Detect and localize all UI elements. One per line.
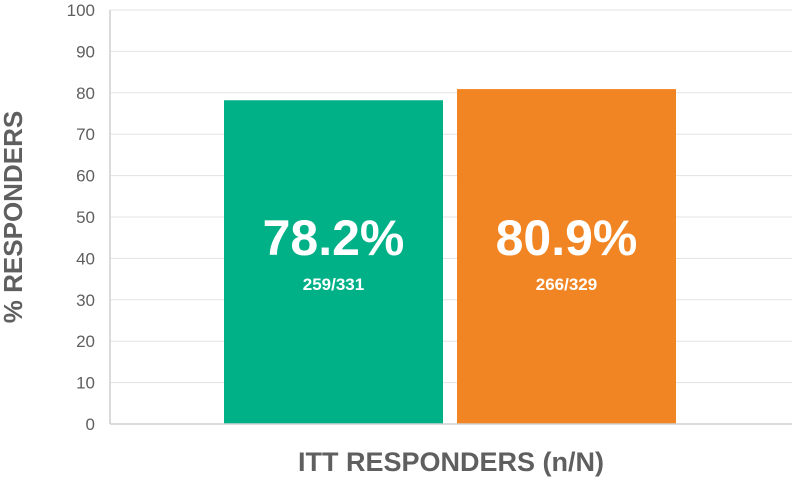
bar [457,89,676,424]
x-axis-title: ITT RESPONDERS (n/N) [298,447,604,477]
bars [224,89,676,424]
y-tick-label: 40 [76,249,95,268]
bar-value-label: 80.9% [496,210,638,266]
y-axis-ticks: 0 10 20 30 40 50 60 70 80 90 100 [67,1,95,434]
y-tick-label: 100 [67,1,95,20]
y-tick-label: 80 [76,84,95,103]
y-tick-label: 60 [76,167,95,186]
bar-labels: 78.2% 259/331 80.9% 266/329 [263,210,638,294]
gridlines [110,9,792,384]
y-tick-label: 0 [86,415,95,434]
bar-count-label: 266/329 [536,275,597,294]
bar-value-label: 78.2% [263,210,405,266]
y-axis-title: % RESPONDERS [0,111,28,323]
y-tick-label: 30 [76,291,95,310]
y-tick-label: 20 [76,332,95,351]
y-tick-label: 10 [76,374,95,393]
y-tick-label: 50 [76,208,95,227]
bar-count-label: 259/331 [303,275,364,294]
y-tick-label: 90 [76,42,95,61]
bar [224,100,443,424]
y-tick-label: 70 [76,125,95,144]
